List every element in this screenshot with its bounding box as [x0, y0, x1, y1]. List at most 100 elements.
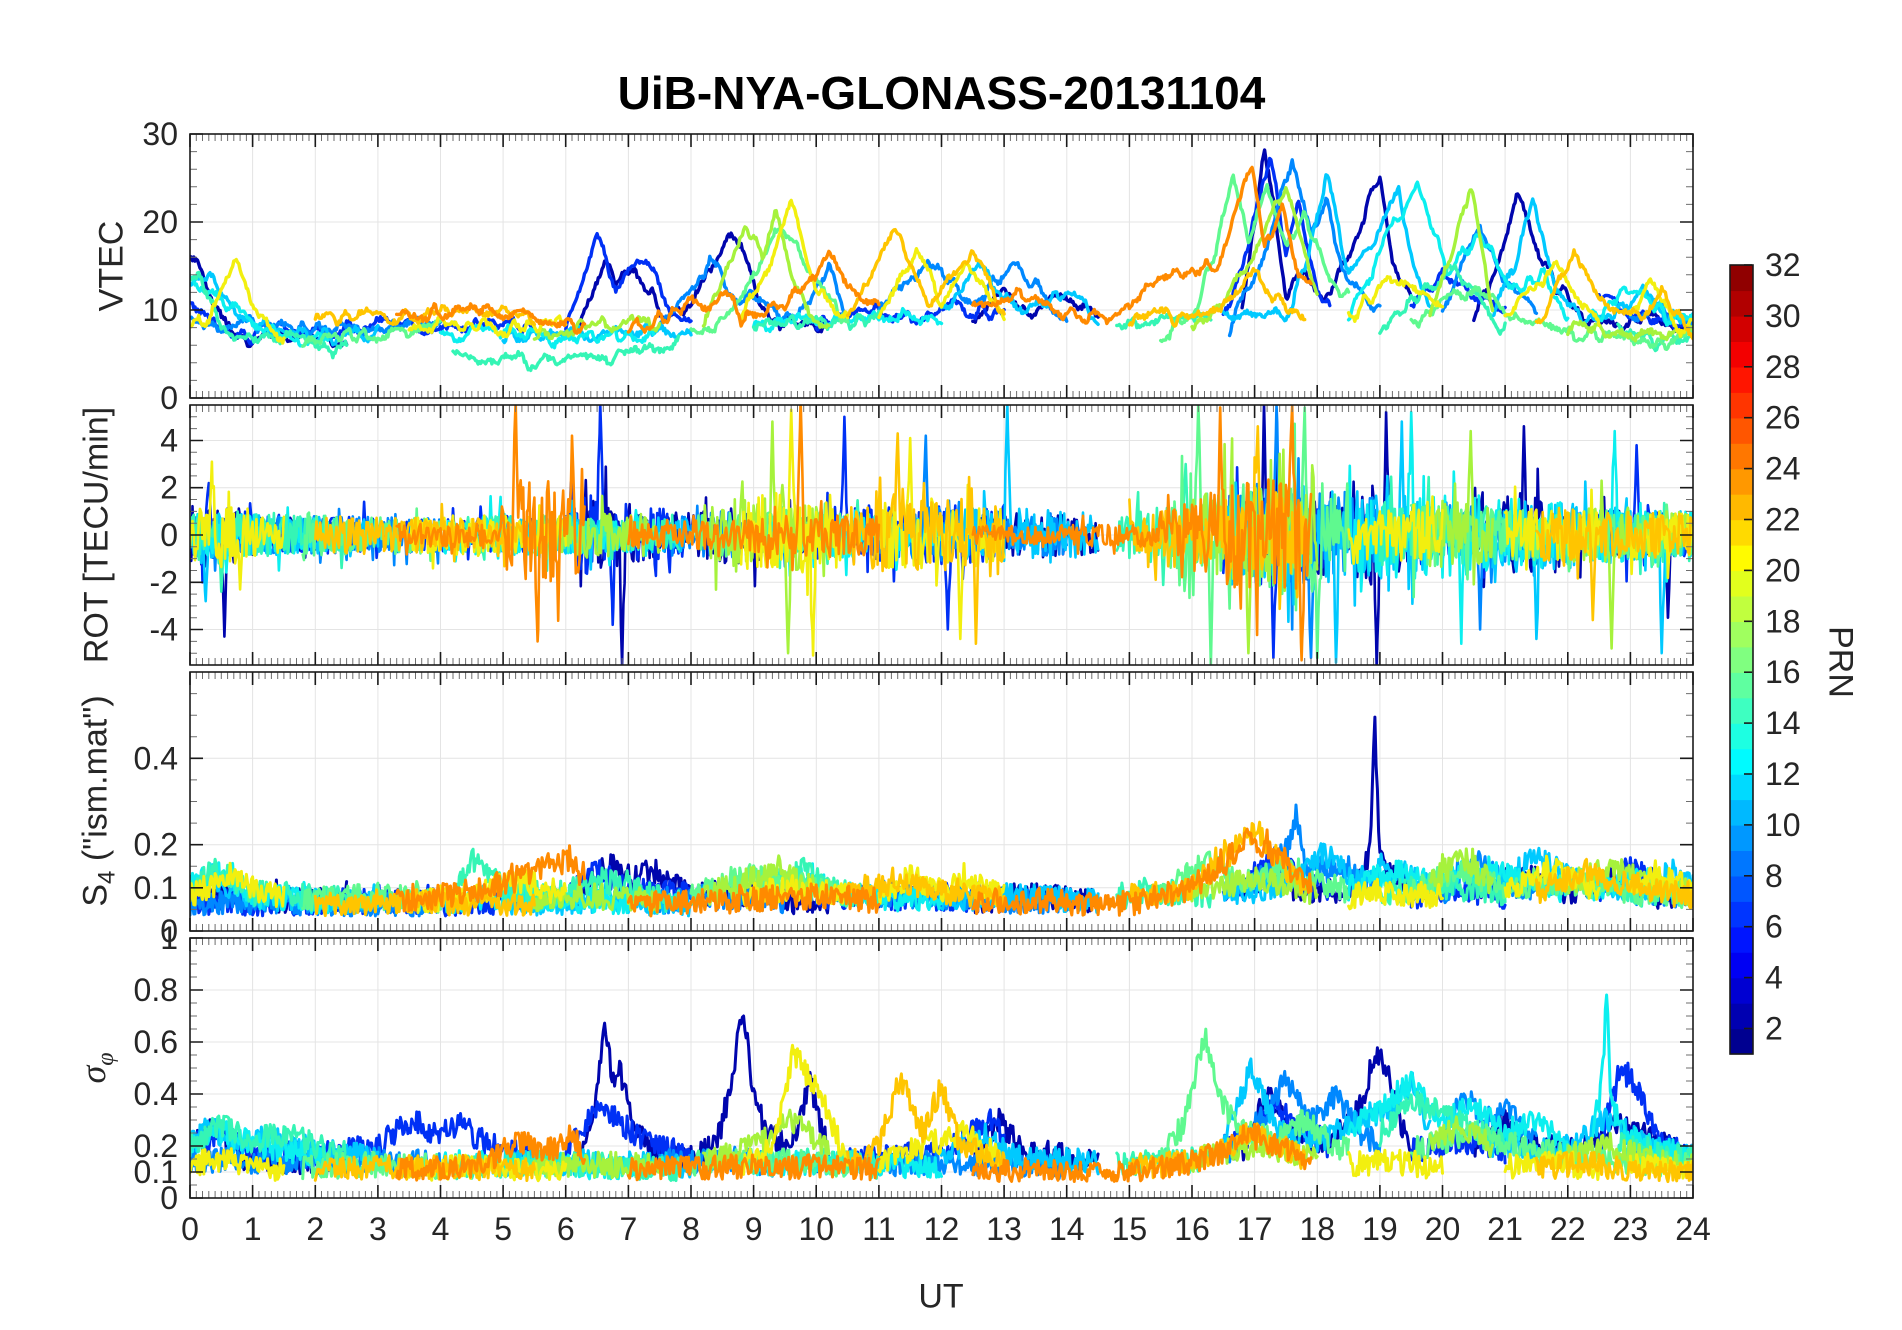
panel-border-s4 — [189, 671, 1694, 932]
x-tick-label: 15 — [1112, 1211, 1148, 1247]
series-line-prn20-vtec — [877, 247, 1006, 322]
colorbar-cell — [1730, 824, 1753, 851]
y-tick-label: 0.1 — [134, 870, 178, 906]
colorbar-tick-label: 2 — [1765, 1011, 1783, 1047]
x-tick-label: 12 — [924, 1211, 960, 1247]
colorbar-cell — [1730, 697, 1753, 724]
x-tick-label: 9 — [745, 1211, 763, 1247]
colorbar-tick-label: 14 — [1765, 705, 1801, 741]
series-line-prn18-vtec — [532, 313, 662, 341]
series-line-prn20-vtec — [739, 198, 850, 324]
series-line-prn22-sigma — [846, 1072, 1006, 1175]
x-tick-label: 5 — [494, 1211, 512, 1247]
series-line-prn15-sigma — [190, 1114, 349, 1163]
colorbar-tick-label: 32 — [1765, 247, 1801, 283]
x-tick-label: 3 — [369, 1211, 387, 1247]
series-line-prn2-vtec — [1240, 148, 1413, 310]
x-tick-label: 10 — [799, 1211, 835, 1247]
colorbar-cell — [1730, 672, 1753, 699]
colorbar-cell — [1730, 621, 1753, 648]
colorbar-cell — [1730, 341, 1753, 368]
series-line-prn24-s4 — [395, 844, 586, 913]
colorbar-tick-label: 20 — [1765, 552, 1801, 588]
y-tick-label: 30 — [142, 116, 178, 152]
x-tick-label: 11 — [862, 1211, 895, 1247]
y-tick-label: 0.6 — [134, 1024, 178, 1060]
series-line-prn24-s4 — [626, 882, 881, 918]
x-tick-label: 16 — [1174, 1211, 1210, 1247]
colorbar-cell — [1730, 748, 1753, 775]
series-line-prn20-vtec — [1346, 275, 1445, 323]
series-line-prn24-sigma — [626, 1153, 881, 1182]
y-axis-label-vtec: VTEC — [92, 220, 131, 312]
series-line-prn20-s4 — [190, 861, 286, 908]
x-tick-label: 6 — [557, 1211, 575, 1247]
colorbar-cell — [1730, 646, 1753, 673]
axis-ticks-rot: -4 -2 0 2 4 — [150, 404, 1694, 666]
series-line-prn18-vtec — [701, 208, 831, 330]
y-axis-label-rot: ROT [TECU/min] — [77, 406, 116, 664]
series-line-prn24-sigma — [395, 1124, 586, 1182]
series-line-prn24-sigma — [971, 1122, 1313, 1183]
series-line-prn15-vtec — [1616, 322, 1693, 353]
y-tick-label: -4 — [150, 612, 178, 648]
y-tick-label: 4 — [160, 423, 178, 459]
colorbar-cell — [1730, 1003, 1753, 1030]
series-line-prn16-vtec — [301, 318, 443, 348]
series-line-prn22-rot — [1535, 506, 1693, 622]
series-line-prn18-vtec — [1566, 319, 1693, 343]
y-axis-label-sigma-phi: σφ — [72, 1052, 120, 1083]
series-line-prn16-vtec — [689, 227, 850, 336]
x-tick-labels: 0 1 2 3 4 5 6 7 8 9 10 11 12 13 14 15 16 17 18 19 20 21 22 23 24 — [181, 1211, 1711, 1247]
x-tick-label: 23 — [1613, 1211, 1649, 1247]
series-group-vtec — [190, 148, 1693, 373]
colorbar-tick-label: 16 — [1765, 654, 1801, 690]
minor-ticks — [190, 671, 1693, 931]
minor-ticks — [190, 938, 1693, 1198]
axis-ticks-s4: 0 0.1 0.2 0.4 — [134, 671, 1694, 949]
colorbar-cell — [1730, 774, 1753, 801]
series-line-prn22-vtec — [1127, 266, 1307, 328]
y-tick-label: 0 — [160, 1180, 178, 1216]
colorbar-tick-label: 8 — [1765, 858, 1783, 894]
series-line-prn11-vtec — [1490, 197, 1693, 327]
series-line-prn20-rot — [739, 408, 849, 657]
colorbar-cell — [1730, 265, 1753, 292]
series-line-prn20-vtec — [190, 257, 286, 345]
y-tick-label: -2 — [150, 564, 178, 600]
x-tick-label: 21 — [1487, 1211, 1523, 1247]
series-line-prn20-rot — [190, 460, 286, 591]
y-tick-label: 0 — [160, 517, 178, 553]
series-line-prn24-vtec — [626, 249, 881, 334]
series-line-prn18-s4 — [1190, 866, 1319, 905]
colorbar-cell — [1730, 977, 1753, 1004]
series-line-prn13-vtec — [438, 323, 656, 350]
y-tick-label: 0.8 — [134, 972, 178, 1008]
colorbar-cell — [1730, 850, 1753, 877]
series-line-prn18-rot — [1428, 429, 1494, 586]
phi-subscript: φ — [93, 1052, 120, 1066]
x-tick-label: 17 — [1237, 1211, 1273, 1247]
x-tick-label: 18 — [1300, 1211, 1336, 1247]
series-line-prn16-vtec — [1409, 285, 1693, 351]
x-tick-label: 22 — [1550, 1211, 1586, 1247]
chart-title: UiB-NYA-GLONASS-20131104 — [617, 67, 1266, 119]
series-line-prn20-rot — [1347, 495, 1444, 565]
x-tick-label: 2 — [306, 1211, 324, 1247]
series-line-prn22-rot — [314, 502, 536, 568]
series-line-prn22-vtec — [313, 304, 537, 327]
s4-suffix: ("ism.mat") — [76, 695, 115, 871]
colorbar-tick-label: 24 — [1765, 451, 1801, 487]
series-line-prn22-sigma — [1534, 1150, 1693, 1184]
series-line-prn22-s4 — [1534, 857, 1693, 910]
x-tick-label: 19 — [1362, 1211, 1398, 1247]
y-tick-label: 0.2 — [134, 1128, 178, 1164]
series-line-prn20-sigma — [190, 1147, 286, 1182]
colorbar-cell — [1730, 723, 1753, 750]
colorbar-cell — [1730, 392, 1753, 419]
series-line-prn24-rot — [395, 405, 586, 643]
x-tick-label: 1 — [244, 1211, 262, 1247]
